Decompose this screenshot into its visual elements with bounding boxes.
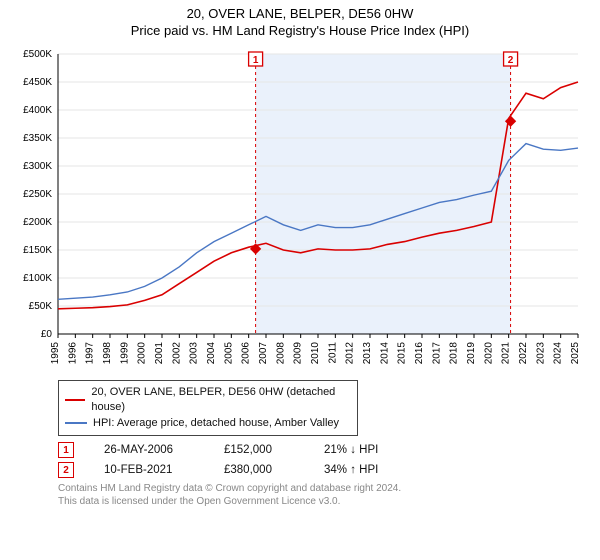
x-tick-label: 1996 — [67, 342, 78, 365]
x-tick-label: 1998 — [102, 342, 113, 365]
x-tick-label: 2008 — [275, 342, 286, 365]
sale-date: 10-FEB-2021 — [104, 464, 194, 476]
x-tick-label: 2001 — [154, 342, 165, 365]
x-tick-label: 2019 — [466, 342, 477, 365]
sales-row: 1 26-MAY-2006 £152,000 21% ↓ HPI — [58, 442, 580, 458]
sale-hpi-delta: 34% ↑ HPI — [324, 464, 378, 476]
x-tick-label: 2007 — [258, 342, 269, 365]
price-chart-svg: £0 £50K £100K £150K £200K £250K £300K £350K £400… — [10, 46, 590, 376]
sale-hpi-delta: 21% ↓ HPI — [324, 444, 378, 456]
legend-swatch — [65, 399, 85, 401]
chart-area: £0 £50K £100K £150K £200K £250K £300K £350K £400… — [10, 46, 590, 376]
x-tick-label: 2006 — [241, 342, 252, 365]
sales-row: 2 10-FEB-2021 £380,000 34% ↑ HPI — [58, 462, 580, 478]
y-tick-label: £0 — [41, 329, 53, 340]
legend-item: HPI: Average price, detached house, Ambe… — [65, 416, 351, 431]
x-tick-label: 2004 — [206, 342, 217, 365]
sale-price: £380,000 — [224, 464, 294, 476]
x-tick-label: 1997 — [85, 342, 96, 365]
chart-subtitle: Price paid vs. HM Land Registry's House … — [10, 23, 590, 38]
y-tick-label: £100K — [23, 273, 52, 284]
chart-title-address: 20, OVER LANE, BELPER, DE56 0HW — [10, 6, 590, 21]
chart-legend: 20, OVER LANE, BELPER, DE56 0HW (detache… — [58, 380, 358, 436]
x-tick-label: 2011 — [327, 342, 338, 364]
x-tick-label: 2009 — [293, 342, 304, 365]
x-tick-label: 2016 — [414, 342, 425, 365]
x-tick-label: 2010 — [310, 342, 321, 365]
footer-line-2: This data is licensed under the Open Gov… — [58, 495, 580, 508]
footer-line-1: Contains HM Land Registry data © Crown c… — [58, 482, 580, 495]
y-tick-label: £500K — [23, 49, 52, 60]
x-tick-label: 2020 — [483, 342, 494, 365]
x-tick-label: 2002 — [171, 342, 182, 365]
sale-marker-box: 2 — [58, 462, 74, 478]
x-tick-label: 2015 — [397, 342, 408, 365]
legend-swatch — [65, 422, 87, 424]
y-tick-label: £300K — [23, 161, 52, 172]
x-tick-label: 2024 — [553, 342, 564, 365]
x-tick-label: 2013 — [362, 342, 373, 365]
x-tick-label: 2000 — [137, 342, 148, 365]
x-tick-label: 1999 — [119, 342, 130, 365]
sale-marker-box: 1 — [58, 442, 74, 458]
y-tick-label: £200K — [23, 217, 52, 228]
legend-label: 20, OVER LANE, BELPER, DE56 0HW (detache… — [91, 385, 351, 416]
y-tick-label: £50K — [29, 301, 53, 312]
x-tick-label: 2022 — [518, 342, 529, 365]
x-tick-label: 2018 — [449, 342, 460, 365]
sales-table: 1 26-MAY-2006 £152,000 21% ↓ HPI 2 10-FEB-202… — [58, 442, 580, 478]
chart-title-block: 20, OVER LANE, BELPER, DE56 0HW Price pa… — [10, 6, 590, 38]
x-tick-label: 2003 — [189, 342, 200, 365]
sale-marker-number: 2 — [508, 55, 514, 66]
y-tick-label: £400K — [23, 105, 52, 116]
sale-marker-number: 1 — [253, 55, 259, 66]
legend-label: HPI: Average price, detached house, Ambe… — [93, 416, 339, 431]
x-tick-label: 2014 — [379, 342, 390, 365]
footer-attribution: Contains HM Land Registry data © Crown c… — [58, 482, 580, 508]
y-tick-label: £350K — [23, 133, 52, 144]
x-tick-label: 2025 — [570, 342, 581, 365]
x-tick-label: 2005 — [223, 342, 234, 365]
sale-date: 26-MAY-2006 — [104, 444, 194, 456]
x-tick-label: 2017 — [431, 342, 442, 365]
y-tick-label: £450K — [23, 77, 52, 88]
x-tick-label: 1995 — [50, 342, 61, 365]
legend-item: 20, OVER LANE, BELPER, DE56 0HW (detache… — [65, 385, 351, 416]
x-tick-label: 2023 — [535, 342, 546, 365]
x-tick-label: 2021 — [501, 342, 512, 365]
y-tick-label: £150K — [23, 245, 52, 256]
y-tick-label: £250K — [23, 189, 52, 200]
x-tick-label: 2012 — [345, 342, 356, 365]
sale-price: £152,000 — [224, 444, 294, 456]
